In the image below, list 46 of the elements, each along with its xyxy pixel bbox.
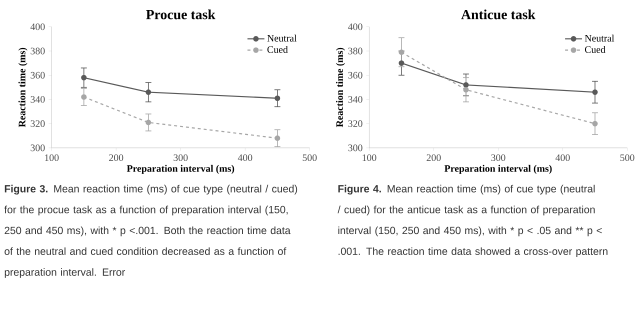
point — [463, 87, 469, 93]
x-tick-label: 200 — [426, 154, 441, 162]
legend-label: Neutral — [584, 34, 614, 42]
point — [146, 120, 152, 126]
y-tick-label: 320 — [30, 120, 45, 128]
x-tick-label: 200 — [109, 154, 124, 162]
point — [274, 96, 280, 102]
point — [274, 136, 280, 142]
point — [463, 82, 469, 88]
point — [592, 90, 598, 96]
point — [592, 121, 598, 127]
x-tick-label: 500 — [302, 154, 317, 162]
y-tick-label: 360 — [348, 72, 362, 79]
point — [398, 60, 404, 66]
y-axis-title: Reaction time (ms) — [336, 48, 345, 128]
chart-title: Anticue task — [461, 10, 536, 20]
chart-title: Procue task — [146, 10, 216, 20]
y-tick-label: 380 — [348, 48, 362, 55]
point — [81, 94, 87, 100]
legend-label: Cued — [267, 46, 288, 54]
text: Figure 4. Mean reaction time (ms) of cue type (neutral / cued) for the anticue task as a function of preparation interval (150, 250 and 450 ms), with * p < .05 and ** p < .001. The reaction time data showed a cross-over pattern — [338, 185, 608, 258]
x-tick-label: 500 — [620, 154, 634, 162]
x-tick-label: 300 — [491, 154, 506, 162]
y-tick-label: 360 — [30, 72, 45, 79]
point — [146, 90, 152, 96]
point — [398, 50, 404, 56]
y-tick-label: 380 — [30, 48, 45, 55]
x-tick-label: 100 — [45, 154, 59, 162]
x-axis-title: Preparation interval (ms) — [444, 165, 552, 174]
x-tick-label: 100 — [362, 154, 376, 162]
legend-label: Neutral — [267, 34, 297, 42]
y-tick-label: 400 — [348, 24, 362, 30]
y-tick-label: 340 — [348, 96, 362, 104]
x-tick-label: 400 — [238, 154, 252, 162]
x-tick-label: 300 — [174, 154, 188, 162]
y-tick-label: 300 — [348, 144, 362, 152]
x-axis-title: Preparation interval (ms) — [126, 165, 234, 174]
legend-label: Cued — [584, 46, 606, 54]
y-tick-label: 400 — [30, 24, 45, 30]
point — [81, 75, 87, 81]
y-tick-label: 300 — [30, 144, 45, 152]
x-tick-label: 400 — [555, 154, 570, 162]
text: Figure 3. Mean reaction time (ms) of cue type (neutral / cued) for the procue task as a function of preparation interval (150, 250 and 450 ms), with * p <.001. Both the reaction time data of the neutral and cued condition decreased as a function of preparation interval. Error — [4, 185, 298, 278]
y-axis-title: Reaction time (ms) — [18, 48, 28, 128]
y-tick-label: 320 — [348, 120, 362, 128]
y-tick-label: 340 — [30, 96, 45, 104]
